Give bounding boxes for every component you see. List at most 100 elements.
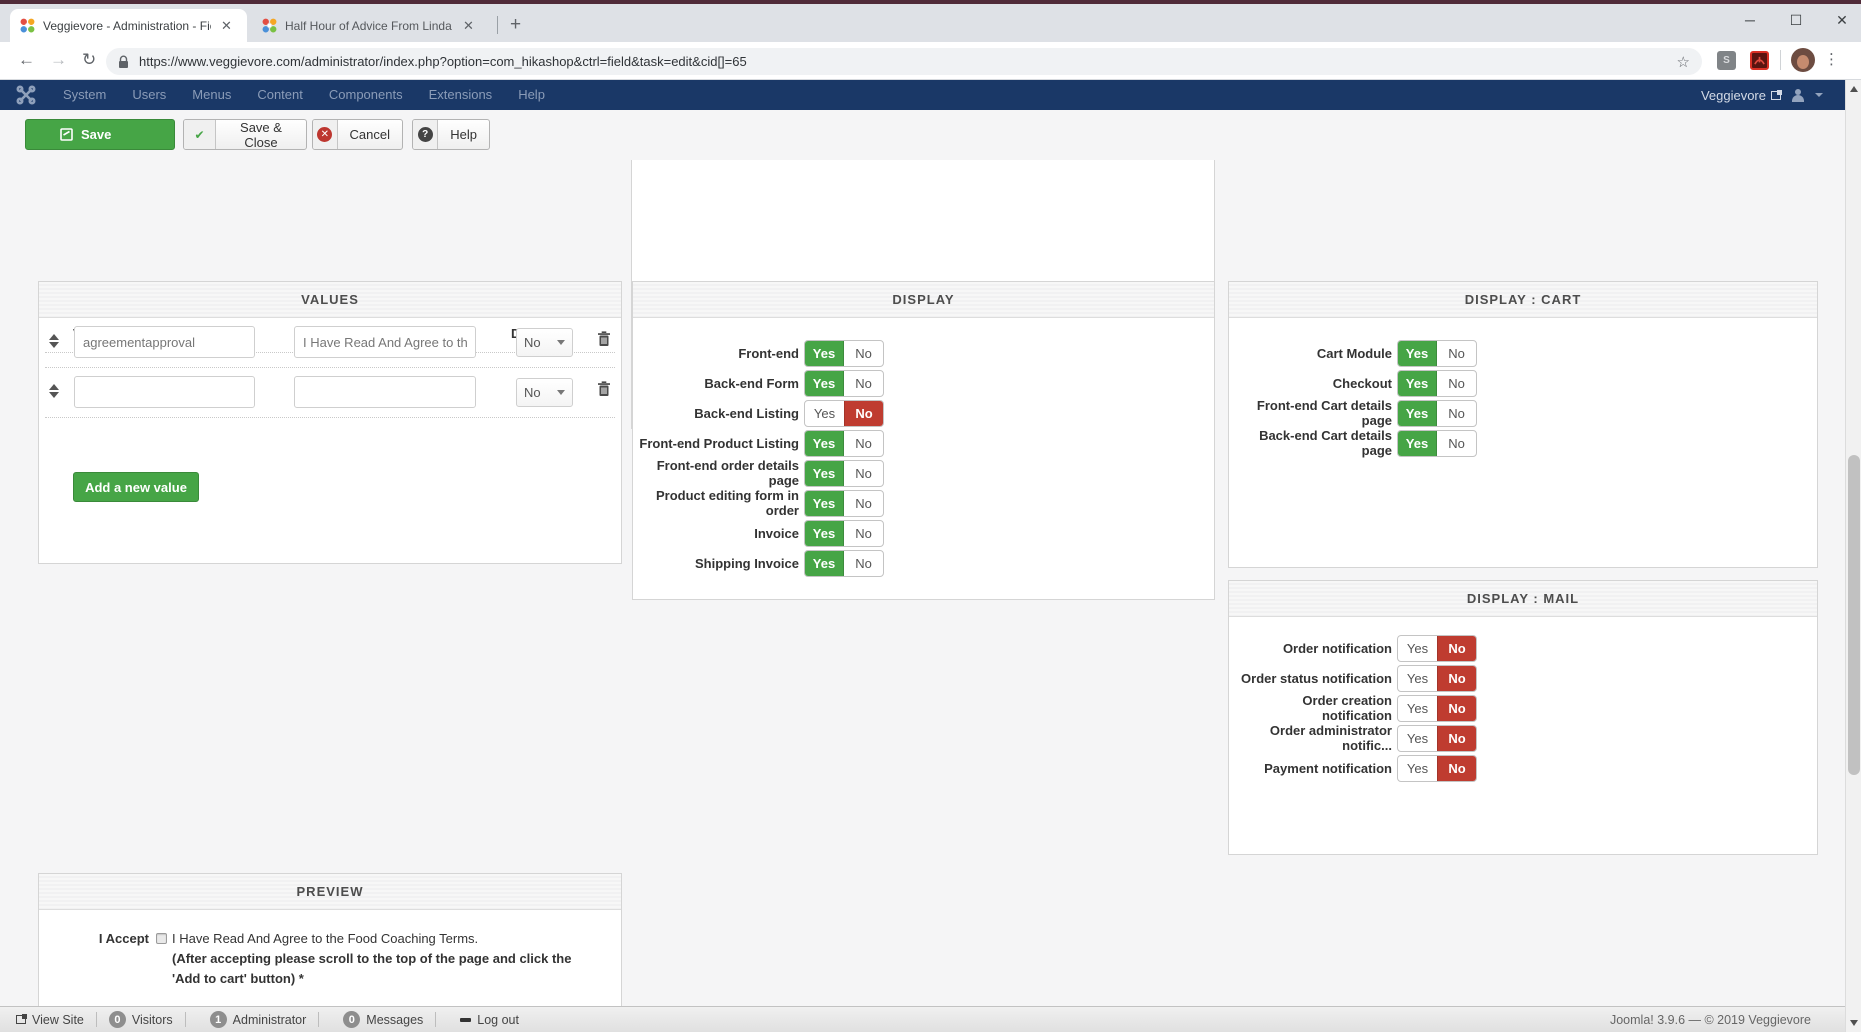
profile-avatar[interactable] <box>1791 48 1815 72</box>
no-option[interactable]: No <box>1448 435 1465 451</box>
yes-no-toggle[interactable]: Yes No <box>1397 754 1477 782</box>
tab-half-hour-advice[interactable]: Half Hour of Advice From Linda C ✕ <box>252 9 490 42</box>
yes-option[interactable]: Yes <box>813 405 836 421</box>
admin-menu-item[interactable]: System <box>63 87 107 102</box>
yes-no-toggle[interactable]: Yes No <box>1397 724 1477 752</box>
admin-menu-item[interactable]: Users <box>132 87 167 102</box>
close-button[interactable]: ✕ <box>1836 12 1848 28</box>
value-input[interactable] <box>74 326 255 358</box>
new-tab-button[interactable]: + <box>510 14 522 35</box>
back-button[interactable]: ← <box>18 50 35 69</box>
yes-no-toggle[interactable]: Yes No <box>1397 634 1477 662</box>
save-close-button[interactable]: ✔ Save & Close <box>183 119 307 150</box>
extension-icon[interactable]: S <box>1717 51 1736 70</box>
yes-option[interactable]: Yes <box>805 370 844 396</box>
no-option[interactable]: No <box>855 375 872 391</box>
yes-option[interactable]: Yes <box>805 340 844 366</box>
yes-option[interactable]: Yes <box>805 460 844 486</box>
cancel-button[interactable]: ✕ Cancel <box>312 119 403 150</box>
statusbar-badge-item[interactable]: 0 Visitors <box>108 1011 198 1028</box>
drag-handle-icon[interactable] <box>49 334 59 348</box>
yes-no-toggle[interactable]: Yes No <box>1397 664 1477 692</box>
trash-icon[interactable] <box>597 381 611 397</box>
scrollbar-thumb[interactable] <box>1848 455 1860 775</box>
no-option[interactable]: No <box>844 400 883 426</box>
forward-button[interactable]: → <box>50 50 67 69</box>
reload-button[interactable]: ↻ <box>82 50 97 69</box>
disabled-select[interactable]: No <box>516 328 573 357</box>
no-option[interactable]: No <box>1448 405 1465 421</box>
help-button[interactable]: ? Help <box>412 119 490 150</box>
save-button[interactable]: Save <box>25 119 175 150</box>
drag-handle-icon[interactable] <box>49 384 59 398</box>
logout-link[interactable]: Log out <box>460 1013 519 1027</box>
bookmark-star-icon[interactable]: ☆ <box>1676 53 1690 71</box>
admin-menu-item[interactable]: Components <box>328 87 403 102</box>
yes-option[interactable]: Yes <box>805 550 844 576</box>
no-option[interactable]: No <box>1437 695 1476 721</box>
accept-checkbox[interactable] <box>156 933 167 944</box>
admin-menu-item[interactable]: Help <box>518 87 545 102</box>
page-scrollbar[interactable] <box>1845 80 1861 1032</box>
yes-option[interactable]: Yes <box>1406 760 1429 776</box>
yes-no-toggle[interactable]: Yes No <box>1397 694 1477 722</box>
scroll-up-icon[interactable] <box>1850 86 1858 92</box>
tab-close-icon[interactable]: ✕ <box>221 17 232 33</box>
no-option[interactable]: No <box>855 555 872 571</box>
yes-no-toggle[interactable]: Yes No <box>1397 339 1477 367</box>
browser-menu-icon[interactable]: ⋮ <box>1824 51 1839 68</box>
yes-option[interactable]: Yes <box>805 520 844 546</box>
no-option[interactable]: No <box>1437 755 1476 781</box>
tab-administration[interactable]: Veggievore - Administration - Fie ✕ <box>10 9 247 42</box>
yes-no-toggle[interactable]: Yes No <box>1397 369 1477 397</box>
yes-option[interactable]: Yes <box>805 490 844 516</box>
tab-close-icon[interactable]: ✕ <box>463 17 474 33</box>
yes-no-toggle[interactable]: Yes No <box>804 459 884 487</box>
yes-no-toggle[interactable]: Yes No <box>804 519 884 547</box>
disabled-select[interactable]: No <box>516 378 573 407</box>
admin-menu-item[interactable]: Menus <box>192 87 232 102</box>
no-option[interactable]: No <box>855 345 872 361</box>
maximize-button[interactable]: ☐ <box>1789 12 1803 28</box>
statusbar-badge-item[interactable]: 1 Administrator <box>209 1011 332 1028</box>
trash-icon[interactable] <box>597 331 611 347</box>
yes-option[interactable]: Yes <box>1398 340 1437 366</box>
yes-no-toggle[interactable]: Yes No <box>804 339 884 367</box>
yes-no-toggle[interactable]: Yes No <box>804 489 884 517</box>
no-option[interactable]: No <box>1437 635 1476 661</box>
yes-option[interactable]: Yes <box>1406 670 1429 686</box>
no-option[interactable]: No <box>1437 665 1476 691</box>
site-link[interactable]: Veggievore <box>1701 88 1782 103</box>
admin-menu-item[interactable]: Content <box>257 87 303 102</box>
yes-option[interactable]: Yes <box>805 430 844 456</box>
no-option[interactable]: No <box>855 525 872 541</box>
statusbar-badge-item[interactable]: 0 Messages <box>343 1011 448 1028</box>
minimize-button[interactable]: ─ <box>1745 12 1755 28</box>
title-input[interactable] <box>294 376 476 408</box>
user-icon[interactable] <box>1791 88 1805 102</box>
yes-option[interactable]: Yes <box>1406 640 1429 656</box>
no-option[interactable]: No <box>855 495 872 511</box>
address-bar[interactable]: https://www.veggievore.com/administrator… <box>106 48 1702 75</box>
no-option[interactable]: No <box>1437 725 1476 751</box>
scroll-down-icon[interactable] <box>1850 1020 1858 1026</box>
yes-no-toggle[interactable]: Yes No <box>804 549 884 577</box>
pdf-extension-icon[interactable] <box>1750 51 1769 70</box>
yes-no-toggle[interactable]: Yes No <box>1397 429 1477 457</box>
value-input[interactable] <box>74 376 255 408</box>
view-site-link[interactable]: View Site <box>16 1013 84 1027</box>
admin-menu-item[interactable]: Extensions <box>428 87 493 102</box>
yes-option[interactable]: Yes <box>1398 370 1437 396</box>
yes-option[interactable]: Yes <box>1406 700 1429 716</box>
no-option[interactable]: No <box>1448 375 1465 391</box>
add-value-button[interactable]: Add a new value <box>73 472 199 502</box>
yes-option[interactable]: Yes <box>1398 400 1437 426</box>
yes-no-toggle[interactable]: Yes No <box>1397 399 1477 427</box>
yes-option[interactable]: Yes <box>1406 730 1429 746</box>
no-option[interactable]: No <box>855 465 872 481</box>
yes-no-toggle[interactable]: Yes No <box>804 429 884 457</box>
title-input[interactable] <box>294 326 476 358</box>
yes-no-toggle[interactable]: Yes No <box>804 399 884 427</box>
no-option[interactable]: No <box>1448 345 1465 361</box>
chevron-down-icon[interactable] <box>1815 93 1823 97</box>
